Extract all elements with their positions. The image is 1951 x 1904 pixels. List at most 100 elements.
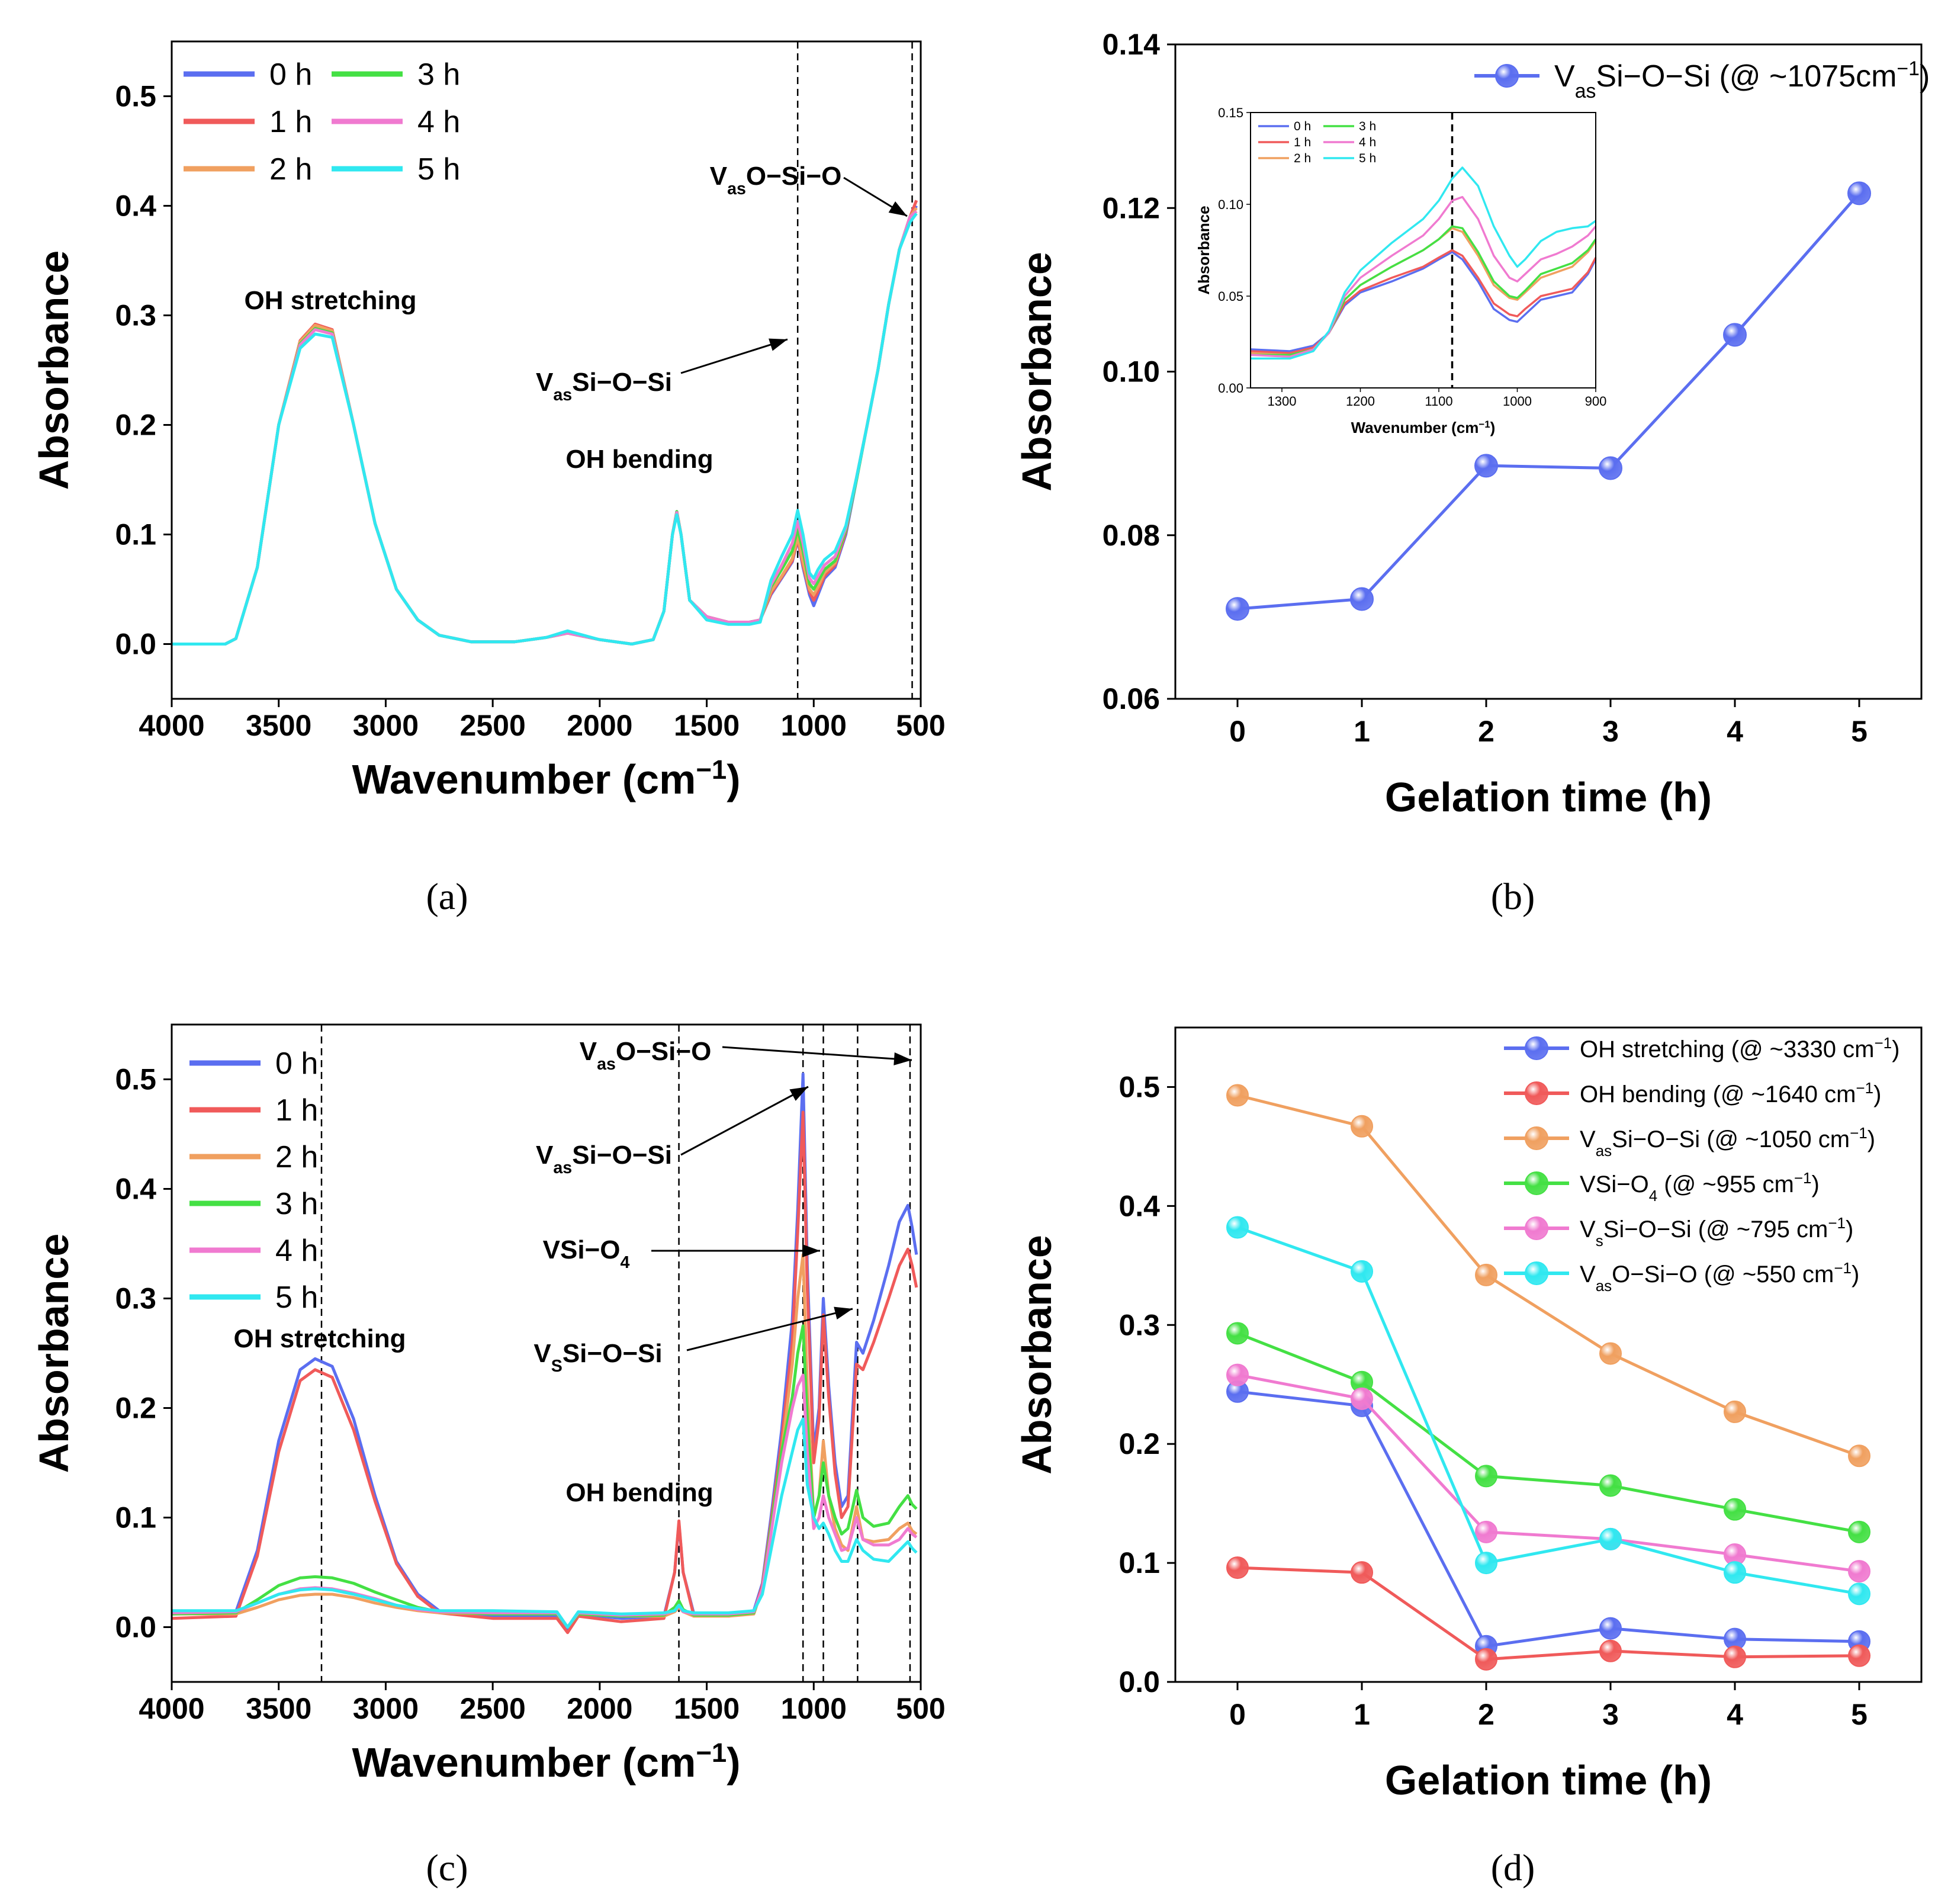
data-point xyxy=(1475,1520,1497,1543)
y-axis-title-part: Absorbance xyxy=(31,1234,77,1473)
inset-legend-label: 1 h xyxy=(1294,136,1311,149)
legend-label-part: ) xyxy=(1812,1171,1820,1197)
series-line xyxy=(1237,192,1860,611)
legend-label-part: ) xyxy=(1892,1036,1899,1062)
axis-x-tick-label: 4 xyxy=(1727,1698,1743,1731)
inset-axis-x-tick-label: 1300 xyxy=(1268,394,1297,409)
data-point xyxy=(1226,1216,1249,1239)
annotation-vsio4-part: VSi−O xyxy=(543,1235,621,1264)
axis-x-tick-label: 3 xyxy=(1602,1698,1619,1731)
inset-axis-x-tick-label: 1100 xyxy=(1425,394,1452,409)
annotation-arrow-o-si-o-shaft xyxy=(722,1046,912,1061)
data-point xyxy=(1599,1527,1622,1550)
annotation-arrow-si-o-si-head xyxy=(789,1087,808,1101)
data-point xyxy=(1848,1560,1870,1583)
annotation-vas-o-si-o: VasO−Si−O xyxy=(580,1037,712,1074)
data-point xyxy=(1475,1263,1497,1286)
data-point xyxy=(1724,1400,1746,1423)
legend-label-part: ) xyxy=(1852,1261,1859,1287)
annotation-arrow-vsio4-head xyxy=(802,1244,820,1257)
legend-swatch-marker xyxy=(1525,1036,1548,1060)
annotation-vas-o-si-o-part: O−Si−O xyxy=(616,1037,711,1066)
axis-x-tick-label: 2000 xyxy=(567,709,632,742)
inset-x-axis-title-part: Wavenumber (cm xyxy=(1351,419,1479,436)
inset-x-axis-title-part: −1 xyxy=(1478,419,1490,430)
axis-y-tick-label: 0.0 xyxy=(1118,1665,1160,1698)
data-point xyxy=(1724,1561,1746,1584)
axis-x-tick-label: 4000 xyxy=(139,709,204,742)
annotation-vas-o-si-o-part: as xyxy=(727,179,746,198)
legend-label-part: ) xyxy=(1846,1216,1853,1242)
legend-label: 0 h xyxy=(269,57,312,92)
axis-y-tick-label: 0.4 xyxy=(1118,1189,1160,1222)
x-axis-title-part: −1 xyxy=(696,1738,727,1768)
axis-x-tick-label: 1500 xyxy=(674,709,740,742)
axis-y-tick-label: 0.12 xyxy=(1103,191,1160,224)
legend-label: VsSi−O−Si (@ ~795 cm−1) xyxy=(1580,1214,1853,1250)
axis-x-tick-label: 0 xyxy=(1229,715,1246,748)
legend-label-part: V xyxy=(1580,1126,1596,1152)
x-axis-title-part: ) xyxy=(727,1739,740,1786)
axis-y-tick-label: 0.3 xyxy=(1118,1308,1160,1341)
legend-label-part: ) xyxy=(1873,1081,1881,1107)
inset-x-axis-title-part: ) xyxy=(1490,419,1496,436)
inset-x-axis-title: Wavenumber (cm−1) xyxy=(1351,419,1496,437)
legend-label: 3 h xyxy=(275,1187,318,1221)
y-axis-title-part: Absorbance xyxy=(1014,1235,1060,1475)
series-line-5h xyxy=(172,1417,918,1629)
annotation-arrow-vs-si-o-si-shaft xyxy=(686,1308,853,1351)
annotation-oh-stretching: OH stretching xyxy=(245,286,417,315)
axis-y-tick-label: 0.0 xyxy=(115,628,156,661)
series-line xyxy=(1237,1566,1860,1661)
inset-y-axis-title: Absorbance xyxy=(1195,206,1213,294)
legend-label-part: V xyxy=(1580,1261,1596,1287)
y-axis-title-part: Absorbance xyxy=(1014,252,1060,492)
axis-y-tick-label: 0.1 xyxy=(115,1501,156,1534)
data-point xyxy=(1226,1556,1249,1579)
axis-x-tick-label: 2500 xyxy=(460,1692,526,1725)
legend-label-part: V xyxy=(1554,59,1575,94)
inset-axis-x-tick-label: 1200 xyxy=(1346,394,1375,409)
x-axis-title-part: Wavenumber (cm xyxy=(352,756,696,802)
legend-swatch-marker xyxy=(1525,1081,1548,1105)
data-point xyxy=(1474,454,1498,478)
legend-label-part: −1 xyxy=(1874,1034,1892,1052)
axis-x-tick-label: 3 xyxy=(1602,715,1619,748)
data-point xyxy=(1847,181,1871,206)
y-axis-title-part: Absorbance xyxy=(31,251,77,490)
annotation-arrow-vs-si-o-si-head xyxy=(834,1306,853,1319)
axis-x-tick-label: 3000 xyxy=(353,709,419,742)
legend-label: OH bending (@ ~1640 cm−1) xyxy=(1580,1079,1881,1107)
annotation-vas-si-o-si: VasSi−O−Si xyxy=(536,368,672,404)
axis-y-tick-label: 0.1 xyxy=(115,518,156,551)
legend-label-part: ) xyxy=(1868,1126,1875,1152)
panel-a-spectra: 4000 3500 3000 2500 2000 1500 1000 500 0.0 0.1 0.2… xyxy=(31,40,946,802)
data-point xyxy=(1723,323,1747,347)
inset-axis-y-tick-label: 0.15 xyxy=(1218,105,1243,120)
legend-label-part: −1 xyxy=(1834,1259,1852,1277)
axis-y-tick-label: 0.4 xyxy=(115,190,156,223)
axis-x-tick-label: 1000 xyxy=(781,1692,847,1725)
axis-x-tick-label: 5 xyxy=(1851,715,1868,748)
data-point xyxy=(1848,1520,1870,1543)
data-point xyxy=(1724,1498,1746,1521)
annotation-vas-si-o-si-part: Si−O−Si xyxy=(572,1141,672,1170)
data-point xyxy=(1226,1322,1249,1345)
plot-frame xyxy=(1174,1026,1923,1683)
x-axis-title-part: ) xyxy=(727,756,740,802)
axis-y-tick-label: 0.2 xyxy=(1118,1427,1160,1460)
series-line xyxy=(1237,1331,1860,1534)
axis-y-tick-label: 0.10 xyxy=(1103,355,1160,388)
axis-x-tick-label: 4 xyxy=(1727,715,1743,748)
legend-label: 0 h xyxy=(275,1046,318,1081)
data-point xyxy=(1350,587,1374,611)
annotation-oh-stretching-part: OH stretching xyxy=(234,1324,406,1353)
annotation-vas-o-si-o-part: O−Si−O xyxy=(746,162,841,191)
annotation-vsio4-part: 4 xyxy=(620,1253,629,1272)
legend-label: 2 h xyxy=(275,1140,318,1174)
annotation-arrow-o-si-o-head xyxy=(893,1052,912,1065)
legend-label: 3 h xyxy=(417,57,460,92)
axis-x-tick-label: 2 xyxy=(1478,1698,1494,1731)
caption-a: (a) xyxy=(426,875,468,917)
